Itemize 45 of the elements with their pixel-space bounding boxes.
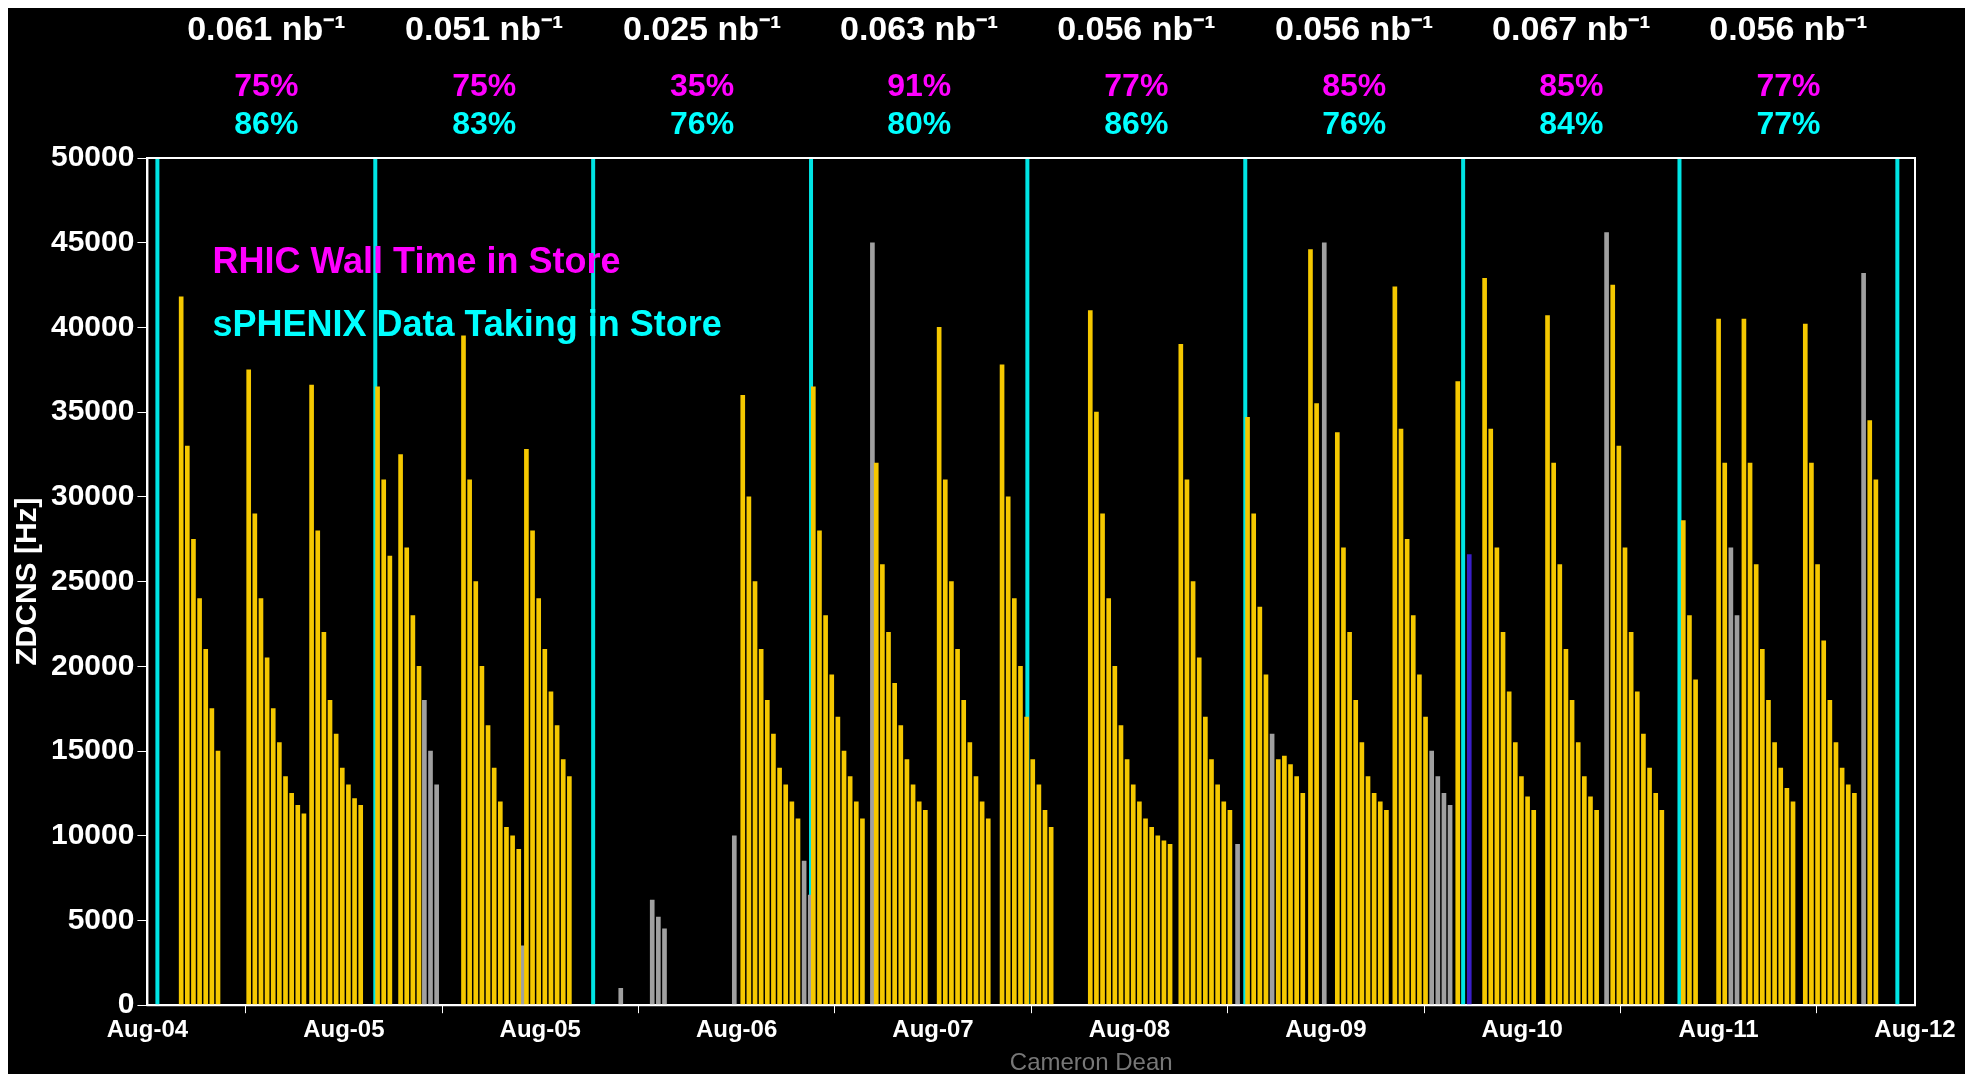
text: 0.025 nb⁻¹ xyxy=(622,9,782,47)
y-tick-label: 45000 xyxy=(50,223,135,257)
text: 0.063 nb⁻¹ xyxy=(840,9,999,47)
y-tick-label: 5000 xyxy=(67,901,135,935)
text: 80% xyxy=(887,105,952,141)
text: 77% xyxy=(1756,67,1821,103)
x-tick-label: Aug-07 xyxy=(892,1015,974,1043)
x-tick-label: Aug-12 xyxy=(1874,1015,1956,1043)
y-tick-label: 25000 xyxy=(50,562,135,596)
text: 91% xyxy=(887,67,952,103)
x-tick-label: Aug-06 xyxy=(695,1015,778,1043)
text: 75% xyxy=(234,67,299,103)
x-tick-label: Aug-10 xyxy=(1481,1015,1563,1043)
text: 0.056 nb⁻¹ xyxy=(1709,9,1868,47)
y-tick-label: 15000 xyxy=(50,732,135,766)
text: 85% xyxy=(1322,67,1387,103)
text: 84% xyxy=(1539,105,1604,141)
text: 83% xyxy=(452,105,517,141)
text: 0.051 nb⁻¹ xyxy=(405,9,564,47)
text: 86% xyxy=(234,105,299,141)
text: 0.056 nb⁻¹ xyxy=(1057,9,1216,47)
y-tick-label: 10000 xyxy=(50,817,135,851)
y-axis-title: ZDCNS [Hz] xyxy=(9,497,43,666)
text: 76% xyxy=(670,105,735,141)
y-tick-label: 30000 xyxy=(50,478,135,512)
text: 0.056 nb⁻¹ xyxy=(1275,9,1434,47)
text: 76% xyxy=(1322,105,1387,141)
text: 75% xyxy=(452,67,517,103)
text: 85% xyxy=(1539,67,1604,103)
y-tick-label: 50000 xyxy=(50,139,135,173)
y-tick-label: 20000 xyxy=(50,647,135,681)
x-tick-label: Aug-09 xyxy=(1285,1015,1367,1043)
y-tick-label: 40000 xyxy=(50,308,135,342)
x-tick-label: Aug-05 xyxy=(499,1015,581,1043)
text: 0.061 nb⁻¹ xyxy=(187,9,346,47)
text: 86% xyxy=(1104,105,1169,141)
y-tick-label: 35000 xyxy=(50,393,135,427)
x-tick-label: Aug-08 xyxy=(1088,1015,1171,1043)
x-tick-label: Aug-05 xyxy=(303,1015,385,1043)
text: 77% xyxy=(1756,105,1821,141)
text: Cameron Dean xyxy=(1009,1048,1173,1075)
text: 35% xyxy=(670,67,735,103)
text: 77% xyxy=(1104,67,1169,103)
text: 0.067 nb⁻¹ xyxy=(1492,9,1651,47)
x-tick-label: Aug-11 xyxy=(1678,1015,1759,1043)
